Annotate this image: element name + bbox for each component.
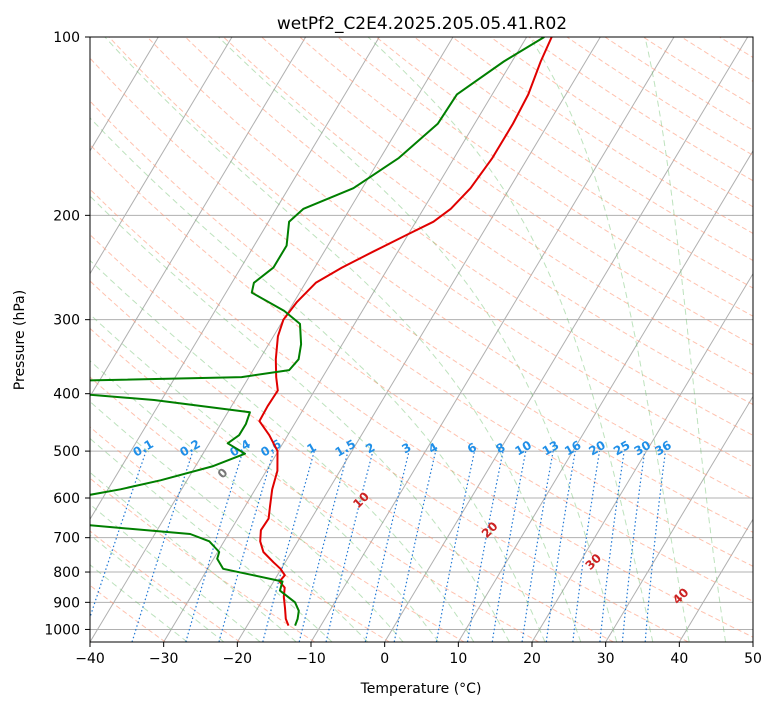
dry-adiabat-line [262, 37, 775, 642]
dry-adiabat-line [643, 37, 775, 642]
x-tick-label: −40 [75, 651, 105, 667]
y-tick-label: 400 [53, 387, 80, 403]
x-tick-label: 20 [523, 651, 541, 667]
mixing-ratio-line [468, 451, 504, 642]
dry-adiabat-line [0, 37, 763, 642]
dry-adiabat-line [185, 37, 775, 642]
y-tick-label: 800 [53, 565, 80, 581]
x-axis-label: Temperature (°C) [360, 681, 482, 697]
mixing-ratio-label: 4 [426, 440, 440, 456]
y-tick-label: 200 [53, 208, 80, 224]
x-tick-label: −20 [223, 651, 253, 667]
moist-adiabat-label: 0 [215, 465, 231, 481]
mixing-ratio-label: 3 [399, 440, 413, 456]
x-tick-label: −30 [149, 651, 179, 667]
dry-adiabat-line [452, 37, 775, 642]
moist-adiabat-label: 30 [582, 551, 604, 573]
mixing-ratio-line [219, 451, 274, 642]
isotherm-line [311, 37, 674, 642]
isotherm-line [458, 37, 775, 642]
mixing-ratio-label: 13 [540, 438, 561, 458]
moist-adiabat-line [0, 37, 368, 642]
moist-adiabat-line [0, 37, 332, 642]
dry-adiabat-line [0, 37, 315, 642]
mixing-ratio-label: 30 [632, 438, 653, 458]
moist-adiabat-line [0, 37, 403, 642]
mixing-ratio-label: 1 [305, 440, 319, 456]
mixing-ratio-line [600, 451, 624, 642]
dry-adiabat-line [338, 37, 775, 642]
dry-adiabat-line [109, 37, 775, 642]
moist-adiabat-line [0, 37, 474, 642]
x-tick-label: 50 [744, 651, 762, 667]
mixing-ratio-label: 1.5 [333, 437, 358, 460]
chart-title: wetPf2_C2E4.2025.205.05.41.R02 [277, 14, 567, 34]
x-tick-label: 10 [449, 651, 467, 667]
isotherm-line [0, 37, 11, 642]
isotherm-line [385, 37, 748, 642]
plot-frame [90, 37, 753, 642]
dry-adiabat-line [0, 37, 688, 642]
mixing-ratio-label: 20 [586, 438, 607, 458]
x-tick-label: 40 [670, 651, 688, 667]
mixing-ratio-label: 25 [611, 438, 632, 458]
y-tick-label: 500 [53, 444, 80, 460]
dry-adiabat-line [720, 37, 775, 642]
mixing-ratio-line [622, 451, 644, 642]
y-tick-label: 900 [53, 595, 80, 611]
y-tick-label: 100 [53, 30, 80, 46]
y-tick-label: 600 [53, 491, 80, 507]
moist-adiabat-line [19, 37, 545, 642]
x-tick-label: 30 [597, 651, 615, 667]
dry-adiabat-line [300, 37, 775, 642]
dry-adiabat-line [71, 37, 775, 642]
moist-adiabat-line [0, 37, 260, 642]
moist-adiabat-line [530, 37, 690, 642]
mixing-ratio-line [573, 451, 600, 642]
y-tick-label: 700 [53, 531, 80, 547]
moist-adiabat-label: 40 [670, 585, 692, 607]
dry-adiabat-line [224, 37, 775, 642]
mixing-ratio-label: 8 [493, 440, 507, 456]
isotherm-line [0, 37, 306, 642]
dry-adiabat-line [681, 37, 775, 642]
mixing-ratio-label: 16 [562, 438, 583, 458]
x-tick-label: −10 [296, 651, 326, 667]
dry-adiabat-line [0, 37, 614, 642]
isotherm-line [237, 37, 600, 642]
dry-adiabat-line [0, 37, 464, 642]
dry-adiabat-line [147, 37, 775, 642]
dry-adiabat-line [414, 37, 775, 642]
mixing-ratio-label: 0.2 [177, 437, 202, 460]
isotherm-line [753, 37, 775, 642]
mixing-ratio-line [326, 451, 373, 642]
y-tick-label: 300 [53, 313, 80, 329]
isotherm-line [90, 37, 453, 642]
background-lines [0, 37, 775, 642]
moist-adiabat-line [0, 37, 224, 642]
y-axis-label: Pressure (hPa) [12, 290, 28, 390]
mixing-ratio-label: 0.1 [130, 437, 155, 460]
dry-adiabat-line [758, 37, 775, 642]
isotherm-line [16, 37, 379, 642]
x-tick-label: 0 [380, 651, 389, 667]
mixing-ratio-line [522, 451, 553, 642]
y-tick-label: 1000 [44, 622, 80, 638]
mixing-ratio-line [365, 451, 409, 642]
mixing-ratio-label: 10 [513, 438, 534, 458]
moist-adiabat-line [0, 37, 187, 642]
dry-adiabat-line [0, 37, 240, 642]
clipped-background [0, 37, 775, 642]
isotherm-line [532, 37, 775, 642]
dry-adiabat-line [376, 37, 775, 642]
